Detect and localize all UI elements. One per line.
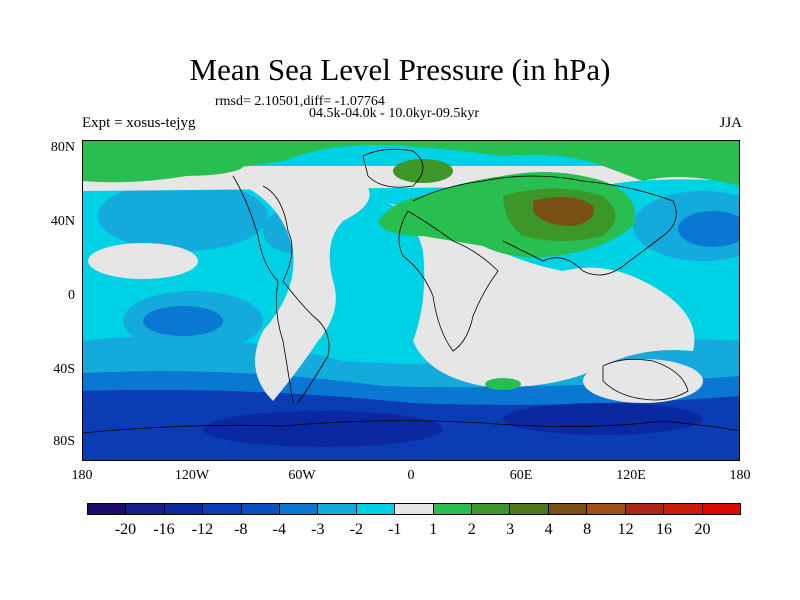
green-dark-greenland — [393, 159, 453, 183]
colorbar-cell — [88, 504, 127, 514]
colorbar-label: 8 — [583, 521, 592, 538]
grey-americas — [233, 181, 370, 401]
colorbar-label: -4 — [272, 521, 286, 538]
colorbar-label: 3 — [506, 521, 515, 538]
colorbar-cell — [625, 504, 665, 514]
coast-antarctica — [83, 420, 739, 434]
colorbar-cell — [280, 504, 319, 514]
coast-americas-east — [262, 185, 330, 404]
green-north-rim — [83, 141, 739, 186]
colorbar-label: 2 — [467, 521, 476, 538]
blob-darkest-blue — [203, 411, 443, 447]
y-tick-label: 80N — [50, 140, 75, 155]
grey-africa-asia — [383, 201, 695, 387]
green-south-indian — [485, 378, 521, 390]
colorbar-cell — [510, 504, 549, 514]
coast-australia — [602, 358, 689, 401]
coast-greenland — [362, 148, 424, 188]
y-tick-label: 40S — [53, 362, 75, 377]
grey-central-pacific — [88, 243, 198, 279]
colorbar-cell — [472, 504, 511, 514]
coast-americas-west — [232, 175, 294, 404]
y-tick-label: 0 — [68, 288, 75, 303]
map-title: Mean Sea Level Pressure (in hPa) — [189, 52, 611, 87]
x-tick-label: 60W — [288, 468, 316, 483]
colorbar-label: -12 — [191, 521, 214, 538]
colorbar-label: -8 — [234, 521, 248, 538]
colorbar-cell — [664, 504, 703, 514]
colorbar-label: -2 — [349, 521, 363, 538]
grey-australia — [583, 359, 703, 403]
map-panel — [82, 140, 740, 461]
blob-npacific-medium-blue — [98, 181, 268, 251]
colorbar-cell — [587, 504, 626, 514]
y-tick-label: 80S — [53, 434, 75, 449]
colorbar-cell — [433, 504, 473, 514]
colorbar-cell — [395, 504, 434, 514]
x-tick-label: 120E — [616, 468, 646, 483]
y-tick-label: 40N — [50, 214, 75, 229]
colorbar-label: -20 — [114, 521, 137, 538]
colorbar-cell — [548, 504, 588, 514]
colorbar-cell — [318, 504, 357, 514]
blob-spacific-blue — [143, 306, 223, 336]
colorbar-cell — [241, 504, 281, 514]
colorbar-cell — [203, 504, 242, 514]
x-tick-label: 0 — [407, 468, 415, 483]
colorbar — [87, 503, 741, 515]
blob-darkest-blue-2 — [503, 403, 703, 435]
season-label: JJA — [719, 115, 742, 131]
colorbar-label: 12 — [617, 521, 634, 538]
x-tick-label: 180 — [71, 468, 93, 483]
colorbar-label: 1 — [429, 521, 438, 538]
pressure-anomaly-field — [83, 141, 739, 460]
coast-eurasia — [412, 175, 677, 276]
experiment-label: Expt = xosus-tejyg — [82, 115, 196, 131]
x-tick-label: 60E — [509, 468, 533, 483]
colorbar-label: -16 — [153, 521, 175, 538]
colorbar-cell — [164, 504, 204, 514]
coast-africa — [398, 210, 499, 352]
colorbar-label: 4 — [544, 521, 553, 538]
green-north-pacific-rim — [123, 156, 243, 176]
x-tick-label: 120W — [174, 468, 210, 483]
colorbar-label: 20 — [694, 521, 711, 538]
colorbar-cell — [702, 504, 740, 514]
colorbar-cell — [356, 504, 396, 514]
stats-label: rmsd= 2.10501,diff= -1.07764 — [215, 94, 385, 109]
colorbar-label: 16 — [656, 521, 673, 538]
blob-wpacific-blue — [678, 211, 739, 247]
coastlines — [83, 148, 739, 434]
period-label: 04.5k-04.0k - 10.0kyr-09.5kyr — [309, 106, 480, 121]
x-tick-label: 180 — [729, 468, 751, 483]
colorbar-label: -3 — [311, 521, 325, 538]
colorbar-cell — [126, 504, 165, 514]
brown-tibet — [533, 197, 594, 226]
colorbar-label: -1 — [388, 521, 402, 538]
